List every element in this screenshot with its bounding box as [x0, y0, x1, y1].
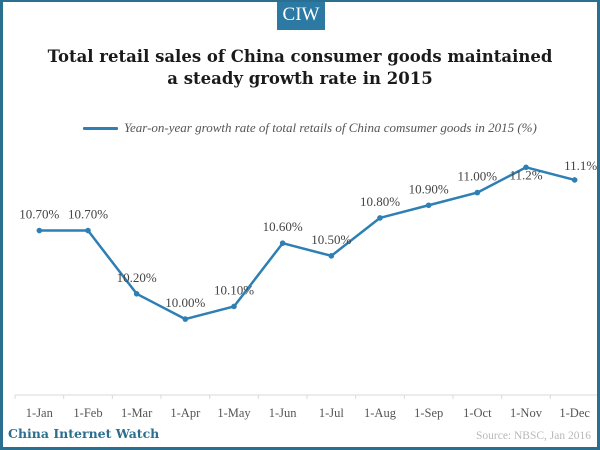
data-label: 10.00%: [165, 295, 205, 310]
series-growth-rate: [36, 164, 578, 322]
data-point-marker: [133, 291, 140, 297]
data-point-marker: [474, 189, 481, 196]
data-label: 10.70%: [68, 207, 108, 222]
chart-title: Total retail sales of China consumer goo…: [3, 46, 597, 90]
data-point-marker: [85, 227, 91, 234]
legend-line-swatch: [83, 126, 118, 130]
x-tick-label: 1-Nov: [510, 406, 543, 420]
footer-brand: China Internet Watch: [8, 426, 160, 441]
data-point-marker: [571, 177, 578, 183]
data-point-marker: [425, 202, 432, 209]
legend: Year-on-year growth rate of total retail…: [83, 120, 537, 136]
x-tick-label: 1-Jan: [26, 406, 54, 420]
x-tick-label: 1-Jul: [319, 406, 345, 420]
data-label: 10.50%: [311, 232, 351, 247]
x-tick-label: 1-Oct: [463, 406, 492, 420]
legend-label: Year-on-year growth rate of total retail…: [124, 120, 537, 135]
data-point-marker: [523, 164, 529, 171]
x-tick-label: 1-Jun: [269, 406, 298, 420]
data-label: 10.60%: [263, 219, 303, 234]
data-label: 10.20%: [117, 270, 157, 285]
series-line: [39, 166, 575, 321]
x-tick-label: 1-Sep: [414, 406, 443, 420]
chart-title-line-1: Total retail sales of China consumer goo…: [47, 47, 553, 66]
line-chart: 1-Jan 1-Feb 1-Mar 1-Apr 1-May 1-Jun 1-Jul 1-Aug…: [14, 158, 597, 420]
data-label: 11.00%: [458, 169, 498, 184]
data-point-marker: [36, 227, 43, 234]
data-label: 10.70%: [19, 207, 59, 222]
x-tick-label: 1-Mar: [121, 406, 153, 420]
data-point-marker: [182, 316, 189, 322]
ciw-logo: CIW: [277, 2, 325, 30]
data-point-marker: [231, 303, 237, 310]
footer-source: Source: NBSC, Jan 2016: [476, 430, 591, 442]
data-label: 10.80%: [360, 194, 400, 209]
data-label: 10.90%: [409, 181, 449, 196]
x-tick-label: 1-Dec: [559, 406, 590, 420]
data-point-marker: [377, 215, 383, 221]
data-point-marker: [279, 240, 286, 246]
x-tick-label: 1-Feb: [73, 406, 102, 420]
data-point-marker: [328, 253, 335, 259]
data-label: 10.10%: [214, 282, 254, 297]
x-tick-label: 1-Apr: [170, 406, 201, 420]
x-tick-label: 1-Aug: [364, 406, 397, 420]
x-tick-label: 1-May: [217, 406, 251, 420]
x-axis: 1-Jan 1-Feb 1-Mar 1-Apr 1-May 1-Jun 1-Jul 1-Aug…: [14, 394, 597, 420]
chart-title-line-2: a steady growth rate in 2015: [167, 69, 433, 88]
data-label: 11.2%: [509, 167, 542, 182]
data-labels: 10.70% 10.70% 10.20% 10.00% 10.10% 10.60% 10.5…: [19, 158, 597, 310]
data-label: 11.1%: [564, 158, 597, 173]
